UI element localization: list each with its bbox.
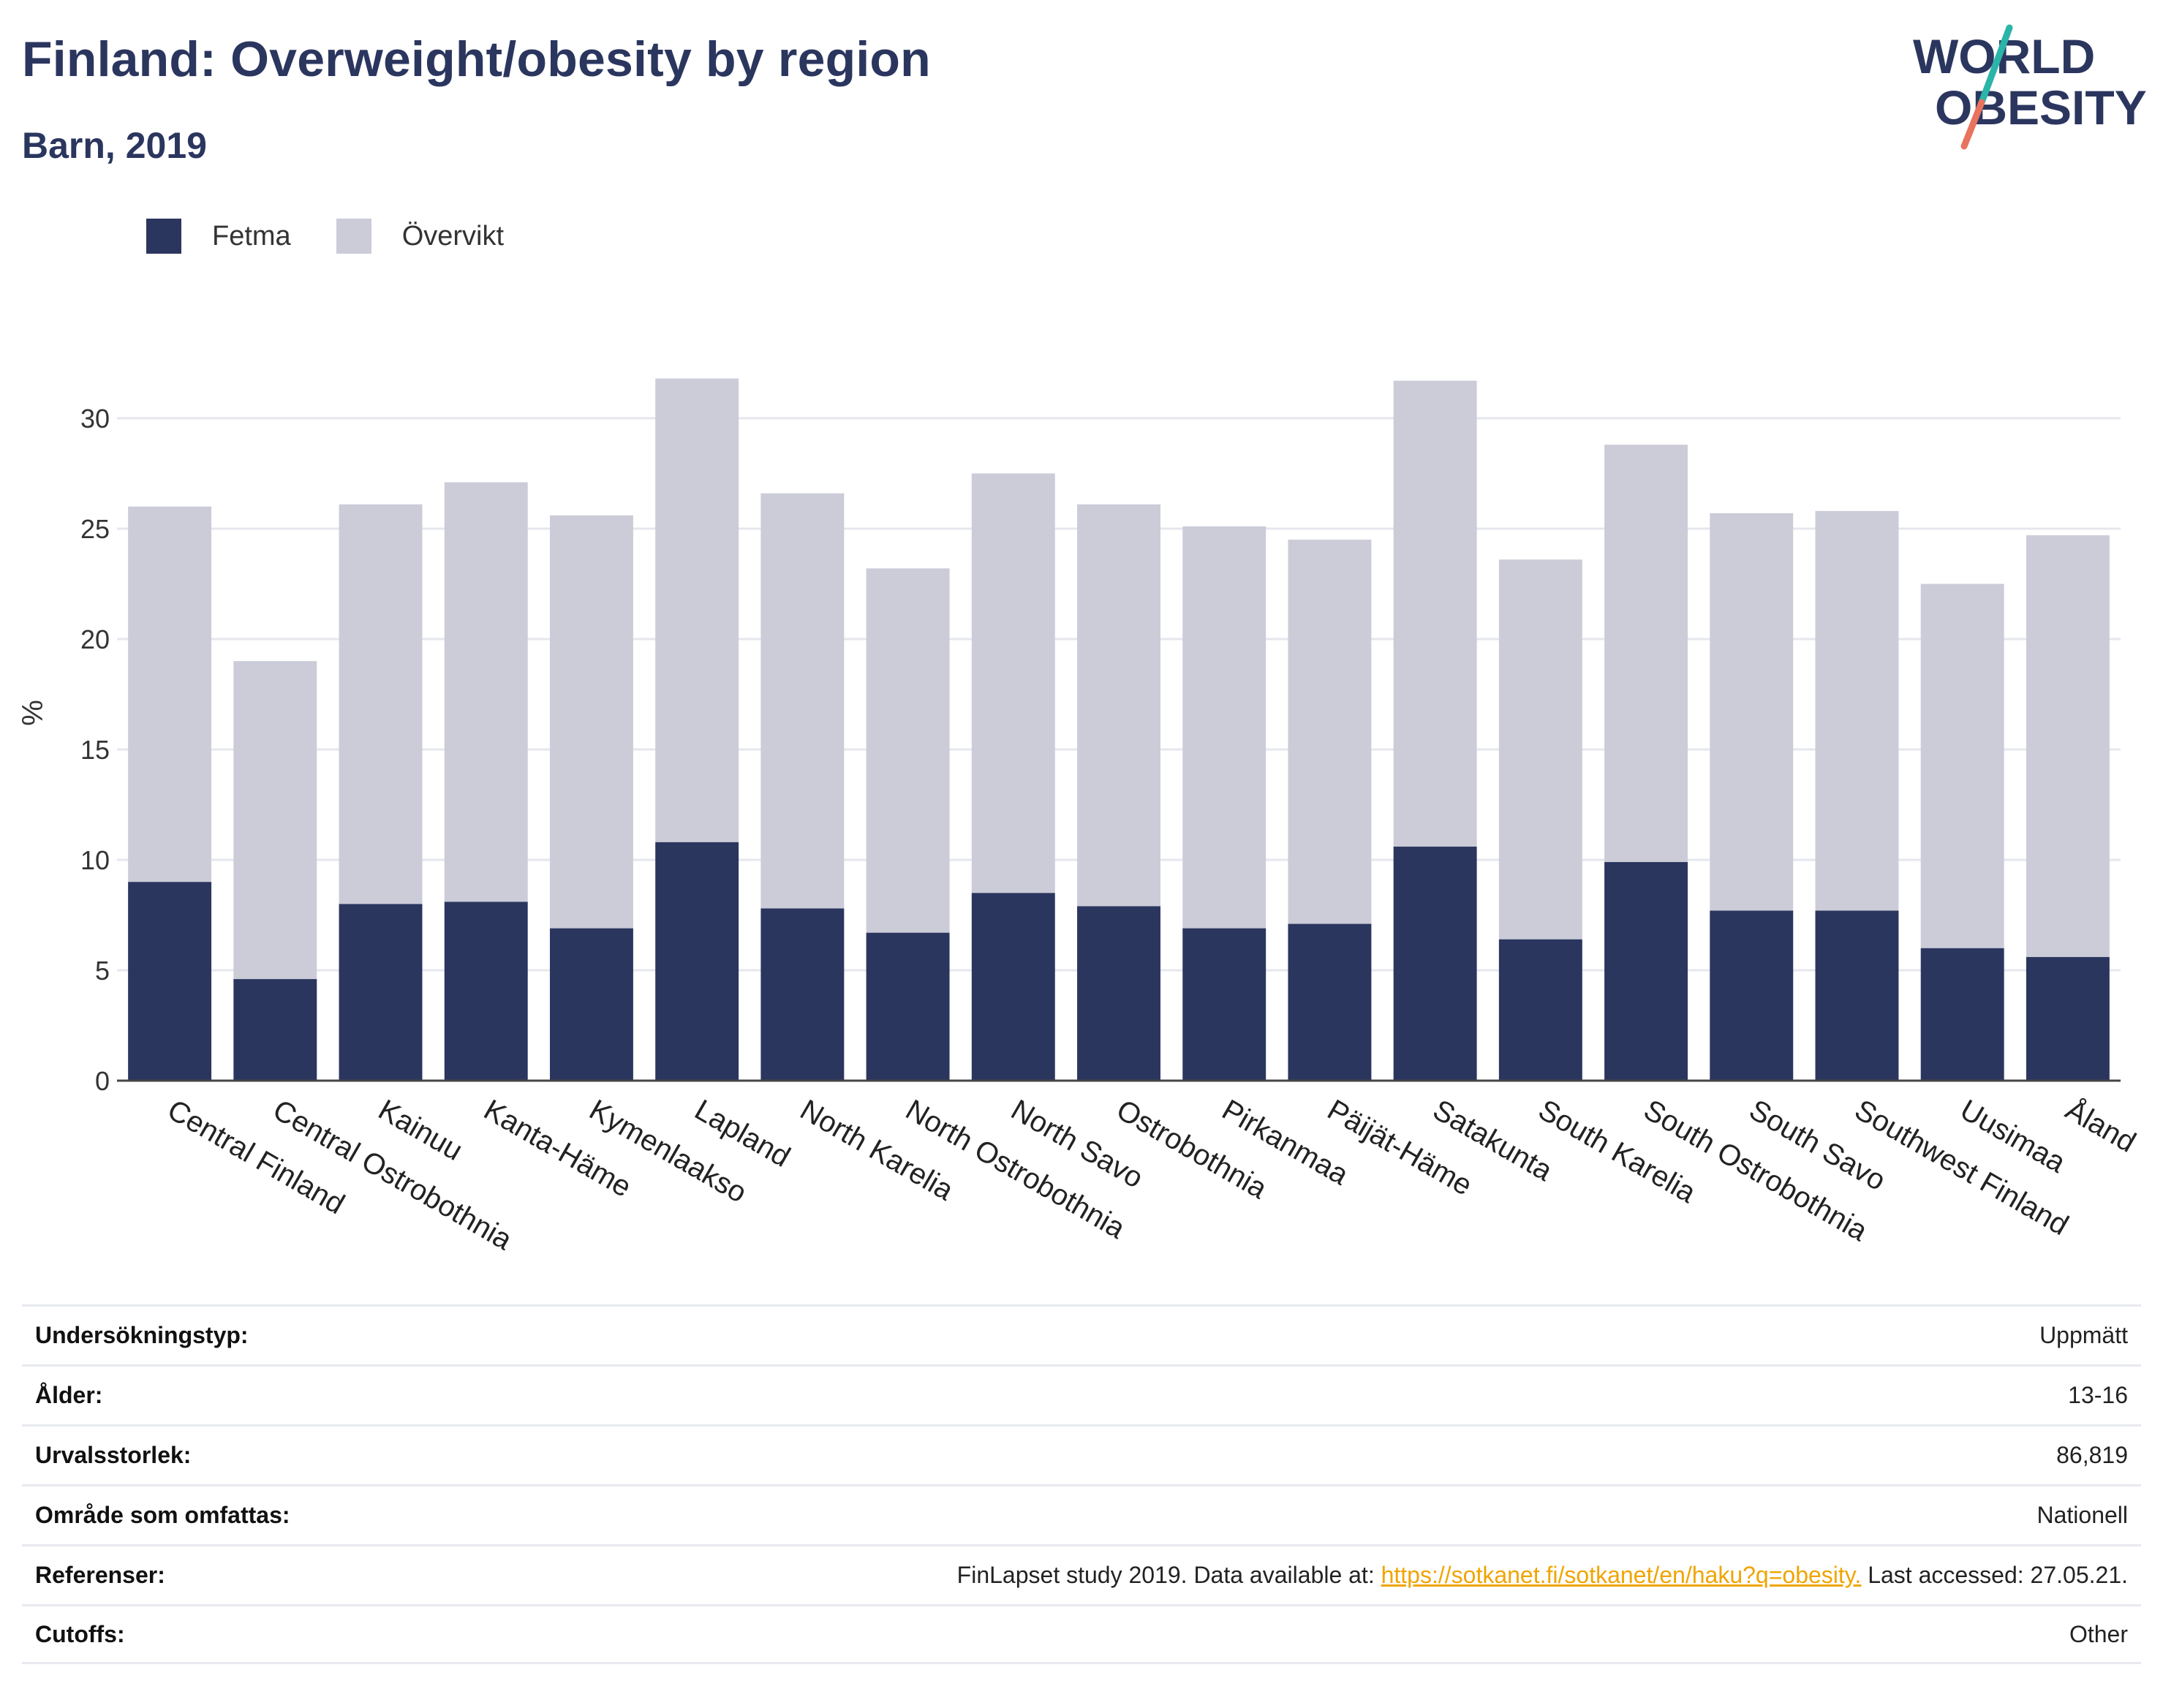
bar-fetma bbox=[128, 882, 212, 1081]
info-label: Undersökningstyp: bbox=[35, 1322, 249, 1348]
y-tick-label: 30 bbox=[80, 404, 110, 434]
chart-legend: Fetma Övervikt bbox=[146, 218, 549, 254]
bar-fetma bbox=[971, 893, 1055, 1081]
bar-fetma bbox=[549, 928, 633, 1081]
info-value: 13-16 bbox=[2068, 1382, 2128, 1408]
y-tick-label: 0 bbox=[95, 1066, 110, 1096]
info-value: 86,819 bbox=[2056, 1442, 2128, 1468]
bar-fetma bbox=[1288, 923, 1372, 1081]
reference-suffix: Last accessed: 27.05.21. bbox=[1861, 1562, 2128, 1588]
info-row-survey-type: Undersökningstyp: Uppmätt bbox=[22, 1304, 2141, 1364]
bar-overvikt bbox=[1393, 380, 1477, 847]
info-row-references: Referenser: FinLapset study 2019. Data a… bbox=[22, 1544, 2141, 1604]
info-label: Ålder: bbox=[35, 1382, 103, 1408]
bar-fetma bbox=[1498, 939, 1582, 1081]
bar-overvikt bbox=[128, 506, 212, 883]
bar-overvikt bbox=[1920, 583, 2004, 948]
bar-fetma bbox=[1920, 948, 2004, 1081]
y-tick-label: 25 bbox=[80, 514, 110, 544]
world-obesity-logo: WORLD OBESITY bbox=[1913, 24, 2147, 150]
bar-fetma bbox=[1393, 846, 1477, 1081]
bar-fetma bbox=[1815, 910, 1899, 1081]
bar-fetma bbox=[760, 908, 845, 1081]
bar-fetma bbox=[655, 842, 739, 1081]
bar-fetma bbox=[2026, 956, 2110, 1081]
logo-slash-bottom bbox=[1960, 99, 1985, 150]
info-value-references: FinLapset study 2019. Data available at:… bbox=[957, 1562, 2128, 1589]
bar-fetma bbox=[339, 904, 423, 1081]
legend-item-fetma[interactable]: Fetma bbox=[146, 219, 291, 254]
bar-fetma bbox=[1182, 928, 1267, 1081]
bar-fetma bbox=[866, 932, 950, 1081]
bar-overvikt bbox=[655, 378, 739, 842]
info-row-sample-size: Urvalsstorlek: 86,819 bbox=[22, 1424, 2141, 1484]
bar-overvikt bbox=[1710, 513, 1794, 911]
info-row-area-covered: Område som omfattas: Nationell bbox=[22, 1484, 2141, 1544]
bar-overvikt bbox=[760, 493, 845, 909]
legend-label-fetma: Fetma bbox=[212, 220, 291, 252]
info-row-age: Ålder: 13-16 bbox=[22, 1364, 2141, 1424]
x-tick-label: Åland bbox=[2060, 1093, 2141, 1159]
x-tick-label: Central Finland bbox=[162, 1094, 350, 1221]
bar-overvikt bbox=[1498, 559, 1582, 940]
info-value: Uppmätt bbox=[2039, 1322, 2128, 1348]
bar-fetma bbox=[444, 902, 528, 1081]
legend-item-overvikt[interactable]: Övervikt bbox=[336, 219, 504, 254]
y-axis-label: % bbox=[17, 700, 49, 726]
bar-fetma bbox=[1710, 910, 1794, 1081]
legend-label-overvikt: Övervikt bbox=[401, 220, 505, 252]
bar-fetma bbox=[1604, 862, 1688, 1081]
bar-overvikt bbox=[233, 661, 317, 980]
bar-overvikt bbox=[549, 515, 633, 929]
bar-overvikt bbox=[1604, 445, 1688, 863]
legend-swatch-fetma bbox=[146, 219, 181, 254]
info-row-cutoffs: Cutoffs: Other bbox=[22, 1604, 2141, 1664]
bar-overvikt bbox=[2026, 535, 2110, 957]
bar-overvikt bbox=[1288, 540, 1372, 924]
y-tick-label: 10 bbox=[80, 845, 110, 875]
info-label: Område som omfattas: bbox=[35, 1502, 290, 1528]
bar-fetma bbox=[233, 979, 317, 1081]
bar-overvikt bbox=[339, 504, 423, 904]
bar-overvikt bbox=[1182, 526, 1267, 929]
info-table: Undersökningstyp: Uppmätt Ålder: 13-16 U… bbox=[22, 1304, 2141, 1664]
bar-overvikt bbox=[1815, 510, 1899, 911]
info-label: Cutoffs: bbox=[35, 1620, 125, 1647]
chart-title: Finland: Overweight/obesity by region bbox=[22, 31, 931, 87]
info-label: Referenser: bbox=[35, 1562, 165, 1588]
bar-overvikt bbox=[1077, 504, 1160, 907]
logo-slash-top bbox=[1978, 24, 2013, 106]
bar-overvikt bbox=[444, 482, 528, 902]
bar-overvikt bbox=[866, 568, 950, 933]
reference-prefix: FinLapset study 2019. Data available at: bbox=[956, 1562, 1381, 1588]
legend-swatch-overvikt bbox=[336, 219, 371, 254]
bar-fetma bbox=[1077, 906, 1160, 1081]
info-value: Nationell bbox=[2036, 1502, 2128, 1528]
bar-overvikt bbox=[971, 473, 1055, 893]
y-tick-label: 5 bbox=[95, 956, 110, 986]
info-value: Other bbox=[2069, 1620, 2128, 1647]
chart-subtitle: Barn, 2019 bbox=[22, 125, 207, 166]
info-label: Urvalsstorlek: bbox=[35, 1442, 192, 1468]
y-tick-label: 15 bbox=[80, 735, 110, 765]
reference-link[interactable]: https://sotkanet.fi/sotkanet/en/haku?q=o… bbox=[1381, 1562, 1862, 1588]
y-tick-label: 20 bbox=[80, 624, 110, 654]
